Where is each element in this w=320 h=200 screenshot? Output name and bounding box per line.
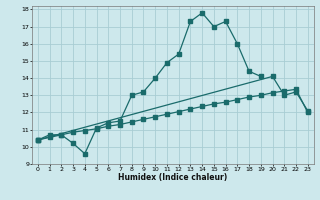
- X-axis label: Humidex (Indice chaleur): Humidex (Indice chaleur): [118, 173, 228, 182]
